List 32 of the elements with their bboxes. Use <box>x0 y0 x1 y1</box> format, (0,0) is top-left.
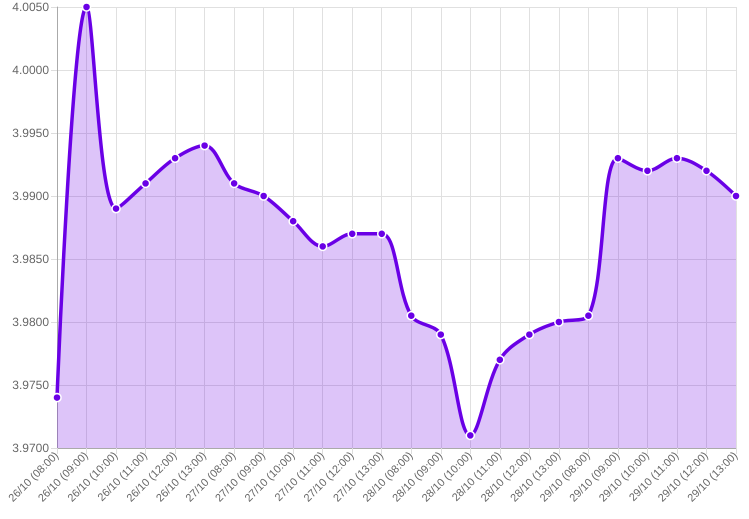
y-tick-label: 3.9950 <box>12 126 50 140</box>
point <box>170 153 180 163</box>
point <box>436 330 446 340</box>
point <box>140 178 150 188</box>
point <box>613 153 623 163</box>
point <box>318 242 328 252</box>
point <box>111 204 121 214</box>
point <box>82 2 92 12</box>
point <box>229 178 239 188</box>
y-tick-label: 3.9800 <box>12 315 50 329</box>
point <box>495 355 505 365</box>
y-tick-label: 4.0000 <box>12 63 50 77</box>
y-tick-label: 4.0050 <box>12 0 50 14</box>
point <box>347 229 357 239</box>
point <box>642 166 652 176</box>
point <box>288 216 298 226</box>
y-tick-label: 3.9700 <box>12 441 50 455</box>
y-tick-label: 3.9900 <box>12 189 50 203</box>
point <box>672 153 682 163</box>
point <box>200 140 210 150</box>
y-tick-label: 3.9850 <box>12 252 50 266</box>
point <box>376 229 386 239</box>
point <box>406 310 416 320</box>
point <box>466 430 476 440</box>
point <box>702 166 712 176</box>
point <box>584 310 594 320</box>
point <box>554 317 564 327</box>
point <box>52 392 62 402</box>
point <box>524 330 534 340</box>
point <box>731 191 741 201</box>
y-tick-label: 3.9750 <box>12 378 50 392</box>
point <box>258 191 268 201</box>
